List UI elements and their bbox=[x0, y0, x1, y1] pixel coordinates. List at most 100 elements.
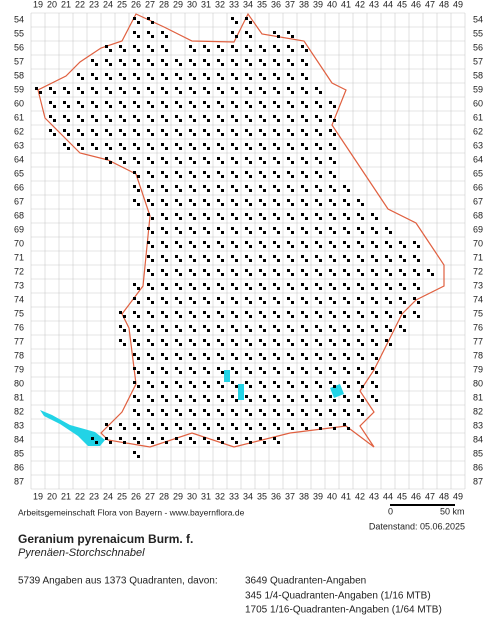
occurrence-dot bbox=[189, 73, 192, 76]
occurrence-dot bbox=[151, 35, 154, 38]
occurrence-dot bbox=[77, 87, 80, 90]
occurrence-dot bbox=[147, 143, 150, 146]
occurrence-dot bbox=[161, 87, 164, 90]
occurrence-dot bbox=[179, 175, 182, 178]
occurrence-dot bbox=[235, 329, 238, 332]
occurrence-dot bbox=[109, 77, 112, 80]
occurrence-dot bbox=[249, 161, 252, 164]
occurrence-dot bbox=[137, 343, 140, 346]
occurrence-dot bbox=[147, 45, 150, 48]
occurrence-dot bbox=[245, 87, 248, 90]
occurrence-dot bbox=[329, 353, 332, 356]
occurrence-dot bbox=[371, 255, 374, 258]
occurrence-dot bbox=[259, 101, 262, 104]
occurrence-dot bbox=[105, 157, 108, 160]
occurrence-dot bbox=[343, 311, 346, 314]
occurrence-dot bbox=[249, 21, 252, 24]
occurrence-dot bbox=[231, 227, 234, 230]
occurrence-dot bbox=[263, 287, 266, 290]
occurrence-dot bbox=[301, 227, 304, 230]
occurrence-dot bbox=[385, 269, 388, 272]
occurrence-dot bbox=[231, 241, 234, 244]
occurrence-dot bbox=[319, 329, 322, 332]
occurrence-dot bbox=[137, 203, 140, 206]
occurrence-dot bbox=[151, 259, 154, 262]
occurrence-dot bbox=[221, 287, 224, 290]
occurrence-dot bbox=[165, 343, 168, 346]
occurrence-dot bbox=[161, 185, 164, 188]
occurrence-dot bbox=[235, 77, 238, 80]
occurrence-dot bbox=[343, 241, 346, 244]
occurrence-dot bbox=[193, 105, 196, 108]
occurrence-dot bbox=[165, 91, 168, 94]
occurrence-dot bbox=[287, 157, 290, 160]
row-label: 74 bbox=[14, 294, 24, 304]
occurrence-dot bbox=[287, 199, 290, 202]
occurrence-dot bbox=[175, 171, 178, 174]
occurrence-dot bbox=[305, 217, 308, 220]
occurrence-dot bbox=[137, 329, 140, 332]
occurrence-dot bbox=[137, 371, 140, 374]
occurrence-dot bbox=[259, 395, 262, 398]
occurrence-dot bbox=[249, 133, 252, 136]
occurrence-dot bbox=[305, 301, 308, 304]
occurrence-dot bbox=[361, 329, 364, 332]
occurrence-dot bbox=[357, 227, 360, 230]
occurrence-dot bbox=[277, 301, 280, 304]
occurrence-dot bbox=[315, 423, 318, 426]
occurrence-dot bbox=[119, 45, 122, 48]
occurrence-dot bbox=[361, 357, 364, 360]
row-label: 55 bbox=[473, 28, 483, 38]
occurrence-dot bbox=[207, 189, 210, 192]
occurrence-dot bbox=[291, 357, 294, 360]
occurrence-dot bbox=[133, 143, 136, 146]
occurrence-dot bbox=[203, 157, 206, 160]
occurrence-dot bbox=[343, 297, 346, 300]
col-label: 35 bbox=[257, 491, 267, 501]
occurrence-dot bbox=[375, 385, 378, 388]
occurrence-dot bbox=[109, 441, 112, 444]
occurrence-dot bbox=[231, 143, 234, 146]
occurrence-dot bbox=[221, 77, 224, 80]
occurrence-dot bbox=[343, 283, 346, 286]
row-label: 77 bbox=[473, 336, 483, 346]
occurrence-dot bbox=[203, 367, 206, 370]
occurrence-dot bbox=[329, 255, 332, 258]
occurrence-dot bbox=[245, 409, 248, 412]
occurrence-dot bbox=[147, 157, 150, 160]
occurrence-dot bbox=[333, 287, 336, 290]
occurrence-dot bbox=[259, 227, 262, 230]
occurrence-dot bbox=[263, 105, 266, 108]
row-label: 81 bbox=[473, 392, 483, 402]
occurrence-dot bbox=[305, 287, 308, 290]
occurrence-dot bbox=[217, 269, 220, 272]
occurrence-dot bbox=[189, 297, 192, 300]
row-label: 63 bbox=[14, 140, 24, 150]
occurrence-dot bbox=[175, 409, 178, 412]
occurrence-dot bbox=[245, 17, 248, 20]
occurrence-dot bbox=[333, 119, 336, 122]
occurrence-dot bbox=[231, 171, 234, 174]
occurrence-dot bbox=[319, 385, 322, 388]
col-label: 34 bbox=[243, 0, 253, 9]
occurrence-dot bbox=[399, 325, 402, 328]
occurrence-dot bbox=[259, 409, 262, 412]
occurrence-dot bbox=[291, 413, 294, 416]
occurrence-dot bbox=[273, 297, 276, 300]
occurrence-dot bbox=[137, 441, 140, 444]
occurrence-dot bbox=[193, 231, 196, 234]
occurrence-dot bbox=[217, 423, 220, 426]
occurrence-dot bbox=[147, 59, 150, 62]
occurrence-dot bbox=[273, 437, 276, 440]
col-label: 32 bbox=[215, 491, 225, 501]
row-label: 64 bbox=[473, 154, 483, 164]
occurrence-dot bbox=[375, 287, 378, 290]
occurrence-dot bbox=[137, 175, 140, 178]
occurrence-dot bbox=[175, 353, 178, 356]
occurrence-dot bbox=[165, 49, 168, 52]
occurrence-dot bbox=[221, 315, 224, 318]
occurrence-dot bbox=[333, 343, 336, 346]
occurrence-dot bbox=[207, 49, 210, 52]
occurrence-dot bbox=[273, 395, 276, 398]
occurrence-dot bbox=[249, 343, 252, 346]
